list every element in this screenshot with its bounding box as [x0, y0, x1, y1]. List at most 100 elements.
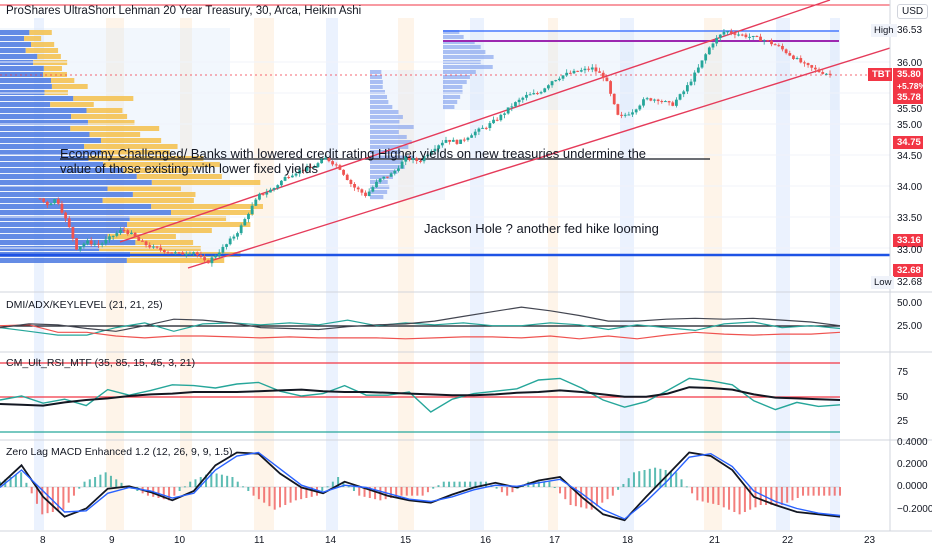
channel-lower	[187, 47, 891, 269]
volume-bar	[0, 258, 127, 263]
candle-body	[638, 105, 642, 110]
macd-histogram-bar	[51, 487, 54, 512]
candle-body	[609, 81, 612, 94]
volume-bar	[370, 140, 412, 144]
candle-body	[634, 109, 638, 113]
volume-bar	[0, 150, 102, 155]
candle-body	[466, 137, 470, 140]
candle-body	[565, 72, 569, 76]
annotation-economy[interactable]: Economy Challenged/ Banks with lowered c…	[60, 146, 647, 176]
candle-body	[316, 163, 320, 167]
macd-histogram-bar	[458, 481, 461, 487]
candle-body	[389, 173, 393, 177]
candle-body	[722, 31, 726, 35]
candle-body	[685, 85, 689, 92]
candle-body	[737, 34, 740, 36]
candle-body	[184, 254, 188, 256]
volume-bar	[37, 54, 61, 59]
volume-bar	[370, 190, 388, 194]
macd-histogram-bar	[247, 487, 250, 491]
candle-body	[773, 44, 777, 46]
price-tick: 35.50	[897, 104, 923, 115]
rsi-tick: 50	[897, 392, 909, 403]
volume-bar	[443, 105, 455, 109]
x-tick: 15	[400, 535, 412, 546]
macd-histogram-bar	[194, 479, 197, 487]
volume-bar	[0, 42, 32, 47]
candle-body	[247, 213, 250, 220]
macd-histogram-bar	[358, 487, 361, 496]
price-marker: 35.78	[893, 91, 923, 104]
macd-histogram-bar	[352, 487, 355, 491]
candle-body	[301, 169, 305, 171]
candle-body	[503, 113, 506, 115]
candle-body	[86, 240, 89, 244]
volume-bar	[31, 42, 55, 47]
candle-body	[718, 34, 722, 38]
candle-body	[623, 114, 627, 116]
volume-bar	[0, 30, 30, 35]
candle-body	[554, 80, 558, 82]
candle-body	[272, 187, 276, 190]
candle-body	[122, 230, 126, 232]
candle-body	[375, 181, 378, 188]
currency-button[interactable]: USD	[897, 4, 929, 19]
candle-body	[525, 94, 528, 98]
volume-bar	[370, 125, 414, 129]
macd-tick: 0.0000	[897, 481, 928, 492]
candle-body	[481, 127, 484, 129]
macd-histogram-bar	[442, 481, 445, 487]
volume-bar	[0, 180, 152, 185]
candle-body	[382, 176, 386, 179]
value-area-box-right	[443, 30, 839, 110]
dmi-lines	[0, 306, 841, 340]
macd-histogram-bar	[41, 487, 44, 515]
volume-bar	[0, 96, 74, 101]
macd-histogram-bar	[226, 475, 229, 487]
macd-histogram-bar	[463, 481, 466, 487]
volume-bar	[370, 95, 388, 99]
macd-histogram-bar	[268, 487, 271, 507]
macd-histogram-bar	[321, 487, 324, 491]
candle-body	[119, 230, 122, 234]
candle-body	[393, 170, 397, 174]
candle-body	[711, 43, 715, 48]
macd-histogram-bar	[775, 487, 778, 505]
volume-bar	[71, 114, 128, 119]
volume-bar	[107, 234, 176, 239]
macd-histogram-bar	[453, 481, 456, 487]
volume-bar	[370, 165, 405, 169]
annotation-jackson-hole[interactable]: Jackson Hole ? another fed hike looming	[424, 221, 659, 236]
macd-histogram-bar	[537, 481, 540, 487]
candle-body	[649, 98, 653, 101]
candle-body	[422, 156, 426, 162]
volume-bar	[0, 210, 171, 215]
candle-body	[269, 189, 272, 193]
candle-body	[473, 131, 477, 136]
macd-histogram-bar	[738, 487, 741, 515]
candle-body	[192, 252, 196, 254]
candle-body	[408, 156, 411, 160]
macd-histogram-bar	[749, 487, 752, 510]
macd-histogram-bar	[680, 479, 683, 487]
macd-histogram-bar	[374, 487, 377, 500]
rsi-tick: 25	[897, 416, 909, 427]
macd-histogram-bar	[426, 487, 429, 493]
volume-bar	[443, 50, 486, 54]
candle-body	[166, 252, 170, 254]
macd-histogram-bar	[342, 481, 345, 487]
price-tick: 34.00	[897, 182, 923, 193]
candle-body	[429, 151, 433, 155]
macd-histogram-bar	[215, 473, 218, 487]
macd-histogram-bar	[448, 481, 451, 487]
candle-body	[115, 233, 119, 236]
volume-bar	[87, 120, 135, 125]
macd-title: Zero Lag MACD Enhanced 1.2 (12, 26, 9, 9…	[6, 446, 233, 458]
macd-histogram-bar	[35, 487, 38, 504]
candle-body	[733, 33, 737, 35]
rsi-tick: 75	[897, 367, 909, 378]
candle-body	[323, 157, 327, 160]
candle-body	[726, 31, 730, 33]
candle-body	[170, 252, 174, 254]
